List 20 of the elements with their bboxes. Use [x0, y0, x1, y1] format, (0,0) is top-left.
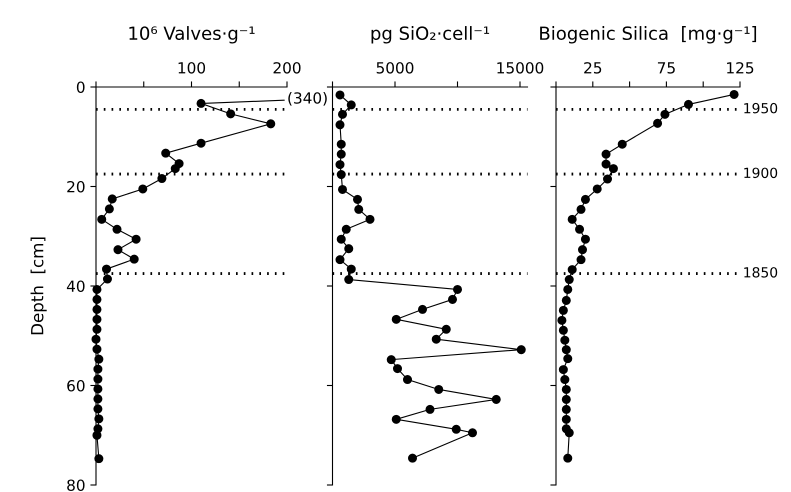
y-tick-label: 60 — [67, 380, 85, 392]
text: 1900 — [744, 168, 778, 178]
text: (340) — [288, 92, 327, 106]
x-tick-label: 5000 — [376, 62, 414, 74]
y-tick-label: 20 — [67, 180, 85, 193]
x-tick-label: 200 — [274, 62, 301, 74]
x-tick-label: 75 — [658, 62, 675, 74]
y-tick-label: 80 — [67, 479, 85, 492]
chart-title: Biogenic Silica [mg·g⁻¹] — [540, 26, 756, 44]
text: 1850 — [744, 267, 778, 278]
chart-title: pg SiO₂·cell⁻¹ — [372, 26, 490, 44]
x-tick-label: 125 — [727, 62, 754, 74]
x-tick-label: 100 — [178, 62, 206, 74]
x-tick-label: 25 — [584, 62, 602, 74]
text: 1950 — [744, 102, 778, 114]
y-tick-label: 40 — [66, 280, 85, 292]
y-axis-title: Depth [cm] — [30, 238, 47, 334]
x-tick-label: 15000 — [497, 62, 544, 74]
chart-title: 10⁶ Valves·g⁻¹ — [129, 26, 255, 44]
y-tick-label: 0 — [76, 81, 85, 94]
